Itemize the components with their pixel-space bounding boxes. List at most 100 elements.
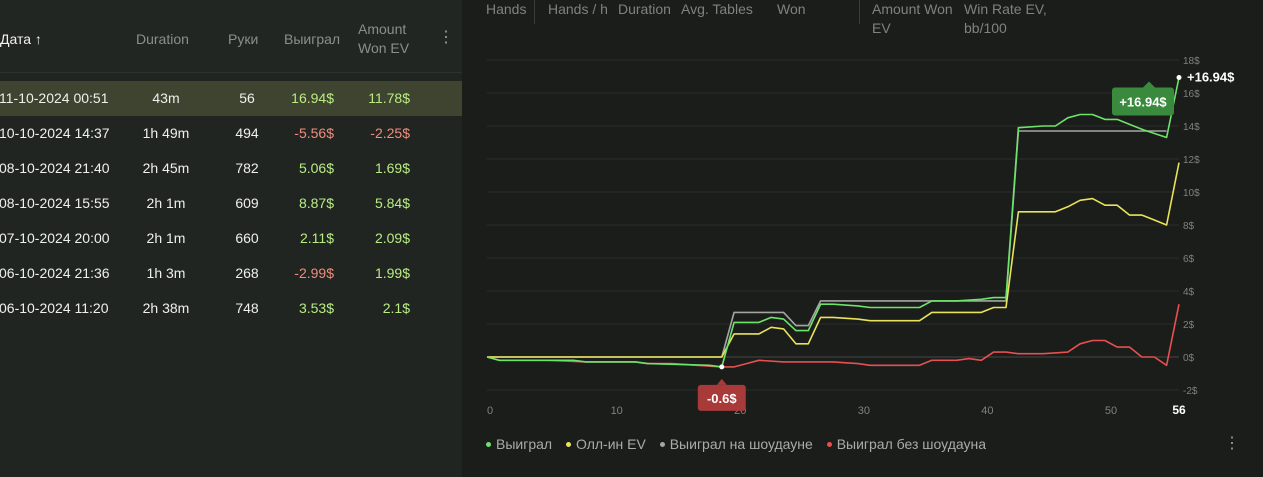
chart-panel: Hands Hands / h Duration Avg. Tables Won… [462, 0, 1263, 477]
y-tick-label: 10$ [1183, 188, 1200, 199]
series-line [486, 77, 1180, 368]
min-label-pointer [716, 378, 727, 385]
session-row[interactable]: 10-10-2024 14:37 1h 49m 494 -5.56$ -2.25$ [0, 116, 462, 151]
column-header-won[interactable]: Выиграл [284, 31, 341, 47]
stat-header-won: Won [777, 1, 806, 17]
end-value-label: +16.94$ [1187, 69, 1235, 84]
y-tick-label: 12$ [1183, 155, 1200, 166]
session-row[interactable]: 07-10-2024 20:00 2h 1m 660 2.11$ 2.09$ [0, 221, 462, 256]
series-line [487, 162, 1180, 358]
cell-duration: 1h 49m [142, 125, 190, 141]
session-row[interactable]: 06-10-2024 21:36 1h 3m 268 -2.99$ 1.99$ [0, 256, 462, 291]
column-header-duration[interactable]: Duration [136, 31, 189, 47]
cell-won: 3.53$ [298, 300, 334, 316]
cell-duration: 1h 3m [146, 265, 186, 281]
x-end-label: 56 [1172, 403, 1186, 417]
cell-duration: 2h 1m [146, 195, 186, 211]
legend-label-won: Выиграл [496, 436, 553, 452]
cell-won-ev: 5.84$ [374, 195, 410, 211]
cell-date: 11-10-2024 00:51 [0, 90, 109, 106]
y-tick-label: 4$ [1183, 287, 1195, 298]
legend-item-won[interactable]: Выиграл [486, 436, 552, 452]
cell-date: 08-10-2024 21:40 [0, 160, 110, 176]
cell-won: 5.06$ [298, 160, 334, 176]
chart-legend: Выиграл Олл-ин EV Выиграл на шоудауне Вы… [486, 436, 996, 452]
stat-header-duration: Duration [618, 1, 671, 17]
cell-won-ev: -2.25$ [370, 125, 410, 141]
cell-date: 06-10-2024 21:36 [0, 265, 110, 281]
column-header-won-ev-line1: Amount [358, 21, 407, 37]
columns-menu-icon[interactable]: ⋮ [438, 29, 454, 46]
max-label-box [1112, 87, 1174, 116]
legend-item-showdown[interactable]: Выиграл на шоудауне [659, 436, 813, 452]
chart-menu-icon[interactable]: ⋮ [1224, 435, 1240, 452]
cell-date: 06-10-2024 11:20 [0, 300, 109, 316]
cell-won-ev: 2.09$ [374, 230, 410, 246]
cell-won: 16.94$ [291, 90, 334, 106]
session-row[interactable]: 08-10-2024 15:55 2h 1m 609 8.87$ 5.84$ [0, 186, 462, 221]
cell-date: 10-10-2024 14:37 [0, 125, 110, 141]
cell-hands: 782 [235, 160, 259, 176]
min-point-marker [719, 364, 725, 370]
y-tick-label: 6$ [1183, 254, 1195, 265]
x-tick-label: 50 [1105, 405, 1117, 417]
column-header-won-ev[interactable]: Amount Won EV [358, 20, 409, 58]
y-tick-label: 2$ [1183, 320, 1195, 331]
stat-header-amount-won-ev-line2: EV [872, 20, 891, 36]
cell-won-ev: 1.99$ [374, 265, 410, 281]
legend-dot-showdown [659, 441, 665, 447]
cell-hands: 56 [239, 90, 255, 106]
stat-header-win-rate-ev: Win Rate EV, bb/100 [964, 0, 1047, 38]
stat-header-amount-won-ev-line1: Amount Won [872, 1, 953, 17]
x-tick-label: 10 [611, 405, 623, 417]
header-divider [534, 0, 535, 24]
legend-dot-allin-ev [565, 441, 571, 447]
stat-header-hands-per-hour: Hands / h [548, 1, 608, 17]
cell-date: 07-10-2024 20:00 [0, 230, 110, 246]
legend-dot-won [486, 441, 491, 447]
x-tick-label: 30 [858, 405, 870, 417]
session-row[interactable]: 06-10-2024 11:20 2h 38m 748 3.53$ 2.1$ [0, 291, 462, 326]
sessions-panel: Дата ↑ Duration Руки Выиграл Amount Won … [0, 0, 462, 477]
session-row[interactable]: 08-10-2024 21:40 2h 45m 782 5.06$ 1.69$ [0, 151, 462, 186]
legend-item-allin-ev[interactable]: Олл-ин EV [565, 436, 646, 452]
cell-duration: 2h 38m [142, 300, 190, 316]
profit-line-chart: -2$0$2$4$6$8$10$12$14$16$18$0 10 20 30 40 50 5… [486, 56, 1235, 417]
legend-dot-no-showdown [826, 441, 832, 447]
legend-label-showdown: Выиграл на шоудауне [669, 436, 813, 452]
y-tick-label: -2$ [1183, 386, 1198, 397]
max-point-marker [1176, 74, 1182, 80]
stat-header-hands: Hands [486, 1, 527, 17]
session-row[interactable]: 11-10-2024 00:51 43m 56 16.94$ 11.78$ [0, 81, 462, 116]
cell-won: 2.11$ [300, 230, 334, 246]
column-header-date[interactable]: Дата ↑ [0, 31, 42, 47]
cell-won: -2.99$ [294, 265, 334, 281]
cell-date: 08-10-2024 15:55 [0, 195, 110, 211]
stat-header-avg-tables: Avg. Tables [681, 1, 753, 17]
min-label-box [697, 384, 746, 411]
y-tick-label: 18$ [1183, 56, 1200, 67]
table-header: Дата ↑ Duration Руки Выиграл Amount Won … [0, 0, 462, 73]
column-header-won-ev-line2: Won EV [358, 40, 410, 56]
stat-header-win-rate-line2: bb/100 [964, 20, 1007, 36]
cell-duration: 2h 45m [142, 160, 190, 176]
y-tick-label: 14$ [1183, 122, 1200, 133]
stat-header-win-rate-line1: Win Rate EV, [964, 1, 1047, 17]
y-tick-label: 8$ [1183, 221, 1195, 232]
legend-item-no-showdown[interactable]: Выиграл без шоудауна [826, 436, 987, 452]
cell-hands: 609 [235, 195, 259, 211]
cell-duration: 2h 1m [146, 230, 186, 246]
y-tick-label: 16$ [1183, 89, 1200, 100]
min-label: -0.6$ [707, 391, 737, 406]
header-divider [859, 0, 860, 24]
cell-hands: 660 [235, 230, 259, 246]
x-tick-label: 0 [487, 405, 493, 417]
column-header-hands[interactable]: Руки [228, 31, 259, 47]
legend-label-no-showdown: Выиграл без шоудауна [836, 436, 987, 452]
cell-won: 8.87$ [298, 195, 334, 211]
y-tick-label: 0$ [1183, 353, 1195, 364]
series-line [487, 130, 1167, 358]
cell-duration: 43m [152, 90, 180, 106]
cell-won: -5.56$ [294, 125, 334, 141]
cell-won-ev: 11.78$ [368, 90, 410, 106]
